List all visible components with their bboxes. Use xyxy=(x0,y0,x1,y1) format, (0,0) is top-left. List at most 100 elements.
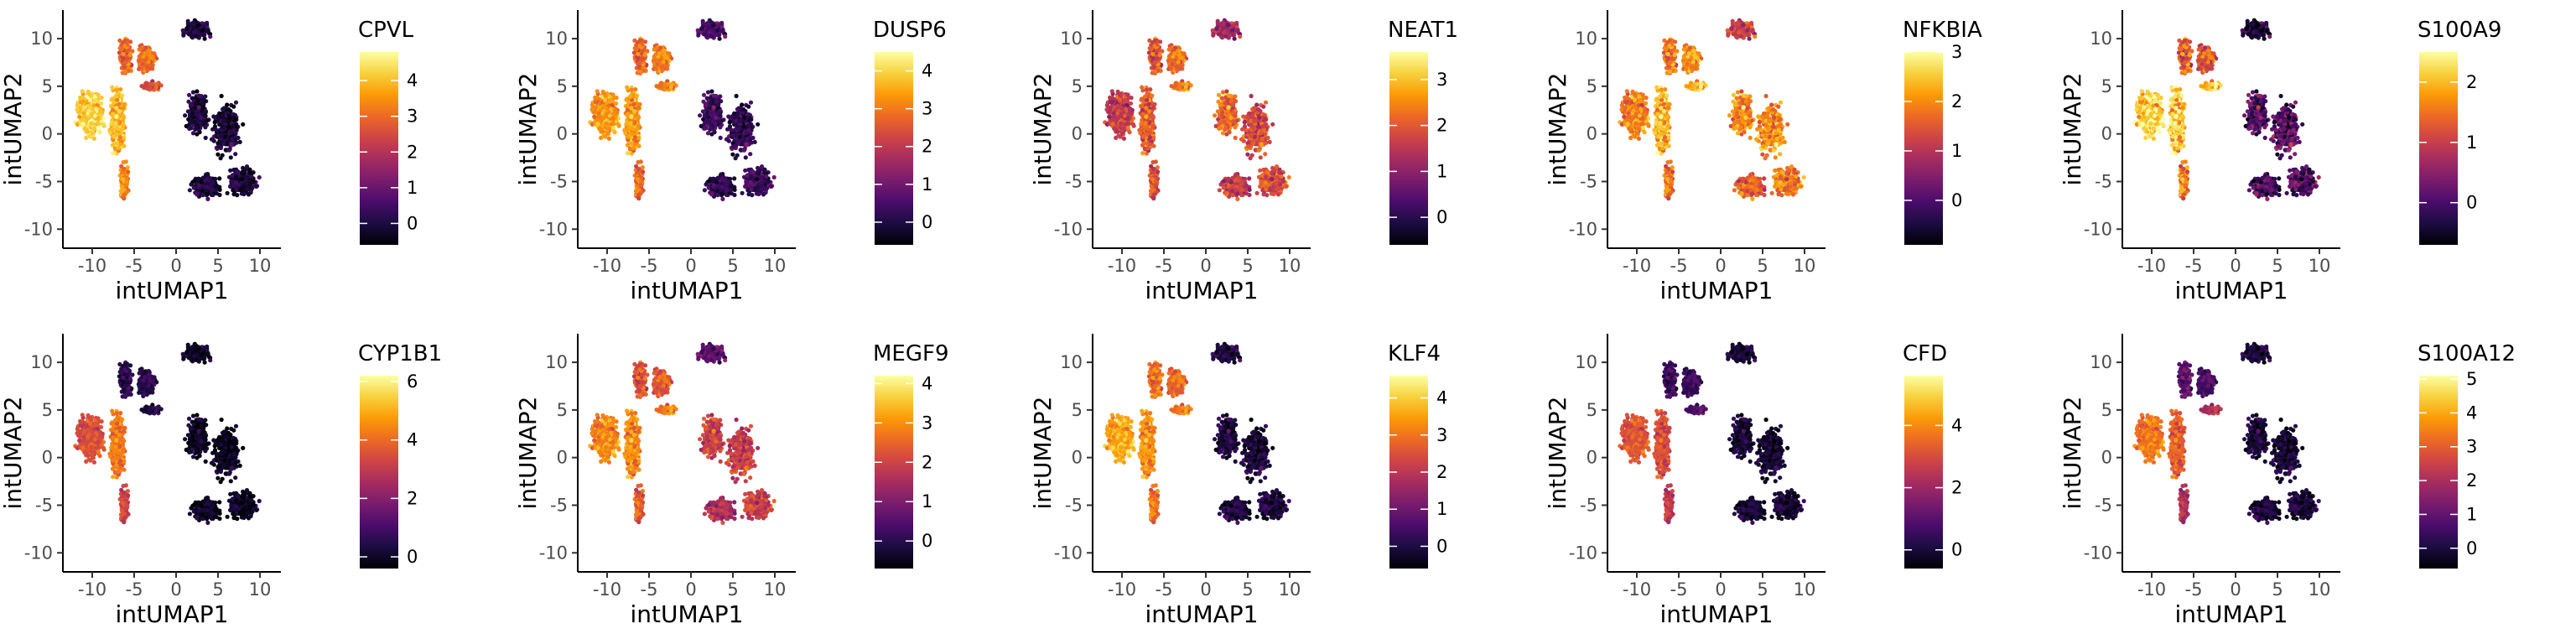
umap-point xyxy=(111,151,115,155)
umap-point xyxy=(148,84,152,88)
umap-point xyxy=(86,116,91,120)
umap-point xyxy=(228,184,232,189)
umap-point xyxy=(203,125,207,129)
umap-point xyxy=(629,115,633,119)
umap-point xyxy=(227,115,231,119)
umap-point xyxy=(203,94,207,98)
umap-point xyxy=(636,167,641,171)
umap-point xyxy=(750,136,755,140)
umap-point xyxy=(236,136,240,140)
colorbar-tick-label: 2 xyxy=(922,137,932,157)
umap-point xyxy=(192,179,196,183)
umap-point xyxy=(222,106,226,110)
umap-point xyxy=(220,94,224,98)
y-tick-label: 0 xyxy=(557,124,568,144)
umap-point xyxy=(601,109,605,113)
umap-point xyxy=(82,105,86,109)
umap-point xyxy=(188,188,192,192)
umap-point xyxy=(657,51,662,55)
colorbar-tick-label: 3 xyxy=(922,99,932,119)
umap-point xyxy=(1109,101,1114,105)
umap-point xyxy=(210,188,215,192)
umap-point xyxy=(244,176,248,180)
umap-point xyxy=(723,34,727,39)
umap-point xyxy=(96,92,101,96)
umap-point xyxy=(116,127,120,131)
umap-point xyxy=(704,126,708,130)
umap-point xyxy=(200,193,205,197)
umap-point xyxy=(89,94,93,98)
umap-point xyxy=(223,119,227,123)
umap-point xyxy=(197,94,201,98)
colorbar-tick-label: 1 xyxy=(922,174,932,195)
umap-point xyxy=(714,116,718,120)
umap-point xyxy=(229,131,233,135)
umap-point xyxy=(1116,90,1120,94)
umap-point xyxy=(190,113,195,117)
umap-point xyxy=(658,58,662,62)
umap-point xyxy=(118,87,122,91)
umap-point xyxy=(632,102,636,106)
umap-point xyxy=(730,128,734,132)
umap-point xyxy=(139,67,143,71)
umap-point xyxy=(1126,126,1130,130)
y-axis-title: intUMAP2 xyxy=(514,72,542,185)
umap-point xyxy=(705,113,709,117)
umap-point xyxy=(633,135,637,139)
umap-point xyxy=(716,33,720,37)
umap-point xyxy=(199,116,203,120)
umap-point xyxy=(636,123,641,127)
umap-point xyxy=(217,176,221,180)
umap-point xyxy=(753,140,757,144)
umap-point xyxy=(229,155,233,159)
umap-point xyxy=(196,23,200,27)
umap-point xyxy=(77,115,81,119)
umap-point xyxy=(194,126,198,130)
umap-point xyxy=(730,115,735,119)
umap-point xyxy=(719,21,724,25)
umap-point xyxy=(669,85,673,89)
umap-point xyxy=(636,144,641,148)
umap-point xyxy=(257,175,262,179)
umap-point xyxy=(122,61,127,65)
umap-point xyxy=(121,113,125,117)
x-tick-label: -5 xyxy=(126,256,143,276)
umap-point xyxy=(637,44,641,48)
umap-point xyxy=(247,170,252,174)
umap-point xyxy=(204,136,208,140)
umap-point xyxy=(208,34,212,39)
umap-point xyxy=(80,89,85,93)
umap-point xyxy=(713,130,717,134)
umap-point xyxy=(99,101,103,106)
umap-point xyxy=(231,137,235,141)
umap-point xyxy=(740,102,744,106)
umap-point xyxy=(630,132,634,136)
umap-point xyxy=(204,188,208,192)
umap-point xyxy=(1119,94,1123,98)
umap-point xyxy=(191,131,195,135)
umap-point xyxy=(744,179,748,184)
umap-point xyxy=(211,114,216,118)
umap-point xyxy=(609,107,613,112)
umap-point xyxy=(138,47,142,51)
umap-point xyxy=(623,131,627,135)
scatter-points xyxy=(1103,18,1291,201)
umap-point xyxy=(741,125,745,129)
umap-point xyxy=(607,137,611,141)
umap-point xyxy=(636,106,641,110)
umap-point xyxy=(216,115,220,119)
umap-point xyxy=(210,193,214,197)
x-axis-title: intUMAP1 xyxy=(115,277,228,304)
scatter-points xyxy=(73,18,262,201)
umap-point xyxy=(637,61,641,65)
umap-point xyxy=(244,181,248,185)
umap-point xyxy=(716,176,720,180)
panel-neat1: -10 -5 0 5 10-10-50510intUMAP1intUMAP2NEAT10… xyxy=(1029,10,1458,304)
umap-point xyxy=(698,113,702,117)
umap-point xyxy=(122,144,126,148)
x-tick-label: 0 xyxy=(685,256,696,276)
umap-point xyxy=(86,90,91,94)
umap-point xyxy=(193,120,197,124)
umap-point xyxy=(1112,127,1116,131)
